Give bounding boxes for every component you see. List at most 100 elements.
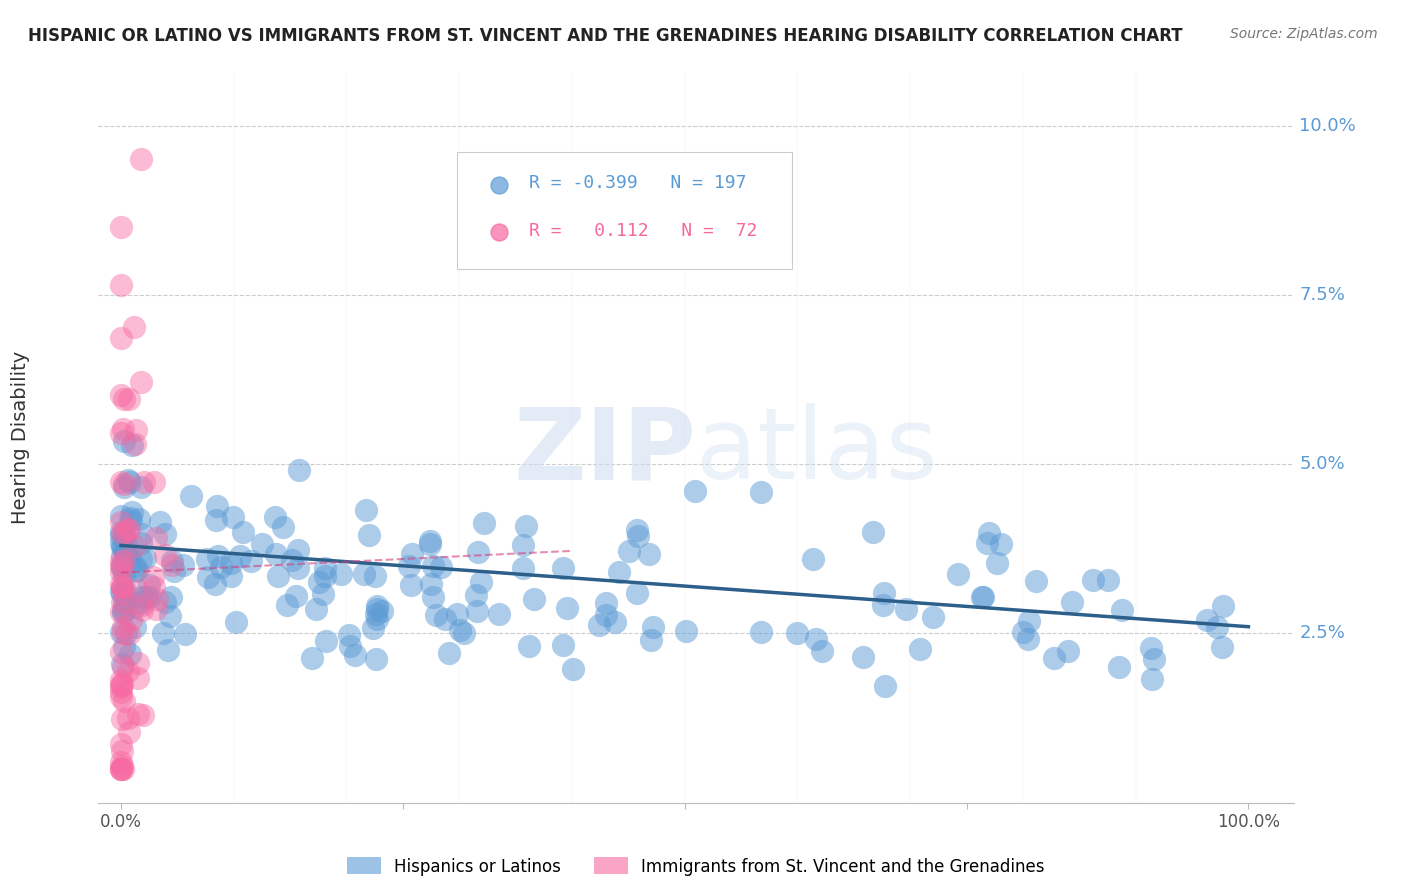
Point: [229, 549, 252, 564]
Point: [111, 540, 134, 554]
Point: [219, 556, 242, 570]
Point: [467, 545, 489, 559]
Point: [111, 744, 134, 758]
Point: [363, 620, 385, 634]
Point: [222, 510, 245, 524]
Point: [1212, 599, 1234, 614]
Point: [124, 600, 146, 615]
Point: [114, 392, 136, 406]
Point: [894, 601, 917, 615]
Point: [453, 626, 475, 640]
Point: [118, 392, 141, 406]
Text: Source: ZipAtlas.com: Source: ZipAtlas.com: [1230, 27, 1378, 41]
Point: [287, 462, 309, 476]
Point: [111, 619, 134, 633]
Point: [111, 560, 134, 574]
Point: [110, 475, 132, 489]
Point: [134, 551, 156, 566]
Point: [124, 565, 146, 579]
Point: [399, 578, 422, 592]
Point: [1062, 595, 1084, 609]
Point: [1017, 632, 1039, 646]
Point: [111, 762, 134, 776]
Point: [398, 559, 420, 574]
Point: [127, 671, 149, 685]
Point: [129, 535, 152, 549]
Point: [160, 558, 183, 573]
Point: [344, 648, 367, 662]
Point: [110, 580, 132, 594]
Point: [683, 483, 706, 498]
Point: [110, 680, 132, 694]
Point: [153, 526, 176, 541]
Point: [117, 547, 139, 561]
Point: [315, 634, 337, 648]
Point: [153, 595, 176, 609]
Text: R =   0.112   N =  72: R = 0.112 N = 72: [529, 222, 756, 240]
Point: [111, 526, 134, 541]
Point: [225, 615, 247, 629]
Point: [276, 598, 298, 612]
Point: [135, 590, 157, 604]
Point: [114, 554, 136, 568]
Text: 10.0%: 10.0%: [1299, 117, 1355, 135]
Point: [972, 590, 994, 604]
Text: Hearing Disability: Hearing Disability: [11, 351, 31, 524]
Point: [110, 220, 132, 235]
Point: [285, 589, 308, 603]
Point: [114, 595, 136, 609]
Point: [626, 523, 648, 537]
Point: [111, 585, 134, 599]
Point: [1097, 573, 1119, 587]
Point: [465, 588, 488, 602]
Point: [110, 558, 132, 573]
Point: [111, 422, 134, 436]
Point: [1140, 641, 1163, 656]
Point: [110, 508, 132, 523]
Point: [117, 522, 139, 536]
Point: [159, 590, 181, 604]
Point: [1143, 651, 1166, 665]
Point: [110, 577, 132, 591]
Point: [553, 560, 575, 574]
Point: [617, 544, 640, 558]
Point: [174, 627, 197, 641]
Point: [129, 375, 152, 389]
Point: [112, 693, 135, 707]
Point: [110, 657, 132, 672]
Point: [118, 475, 141, 490]
Point: [110, 690, 132, 705]
Point: [172, 558, 194, 572]
Point: [786, 626, 808, 640]
Point: [515, 519, 537, 533]
Point: [1142, 672, 1164, 686]
Point: [1206, 620, 1229, 634]
Point: [437, 646, 460, 660]
Point: [970, 590, 993, 604]
Text: HISPANIC OR LATINO VS IMMIGRANTS FROM ST. VINCENT AND THE GRENADINES HEARING DIS: HISPANIC OR LATINO VS IMMIGRANTS FROM ST…: [28, 27, 1182, 45]
Point: [110, 684, 132, 698]
Point: [195, 552, 218, 566]
Point: [551, 638, 574, 652]
Point: [419, 534, 441, 549]
Point: [159, 608, 181, 623]
Point: [121, 505, 143, 519]
Point: [143, 475, 166, 490]
Point: [281, 553, 304, 567]
Point: [287, 542, 309, 557]
Point: [127, 706, 149, 721]
Point: [472, 516, 495, 530]
Point: [110, 756, 132, 770]
Point: [131, 599, 153, 613]
Point: [112, 540, 135, 554]
Point: [162, 564, 184, 578]
Point: [425, 607, 447, 622]
Point: [124, 319, 146, 334]
Point: [110, 605, 132, 619]
Point: [114, 544, 136, 558]
Point: [132, 475, 155, 489]
Point: [488, 607, 510, 621]
Point: [204, 577, 226, 591]
Point: [112, 529, 135, 543]
Point: [264, 547, 287, 561]
